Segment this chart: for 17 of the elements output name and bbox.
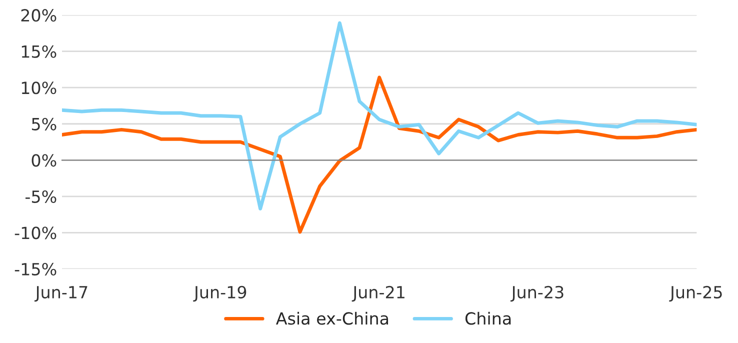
line-series — [62, 21, 697, 210]
y-tick-label: 0% — [32, 154, 56, 167]
y-tick-label: -10% — [14, 226, 56, 240]
y-tick-label: 5% — [32, 118, 56, 130]
x-tick-label: Jun-23 — [510, 286, 564, 302]
legend-label: Asia ex-China — [276, 312, 388, 325]
y-tick-label: -5% — [25, 190, 56, 203]
y-tick-label: -15% — [14, 262, 56, 276]
y-tick-label: 15% — [22, 45, 56, 58]
line-series — [62, 76, 697, 234]
x-tick-label: Jun-21 — [352, 286, 404, 302]
y-tick-label: 10% — [22, 82, 56, 94]
x-tick-label: Jun-25 — [669, 286, 722, 302]
y-tick-label: 20% — [21, 9, 56, 22]
x-tick-label: Jun-19 — [193, 286, 246, 302]
legend-label: China — [465, 312, 511, 325]
x-tick-label: Jun-17 — [34, 286, 88, 302]
